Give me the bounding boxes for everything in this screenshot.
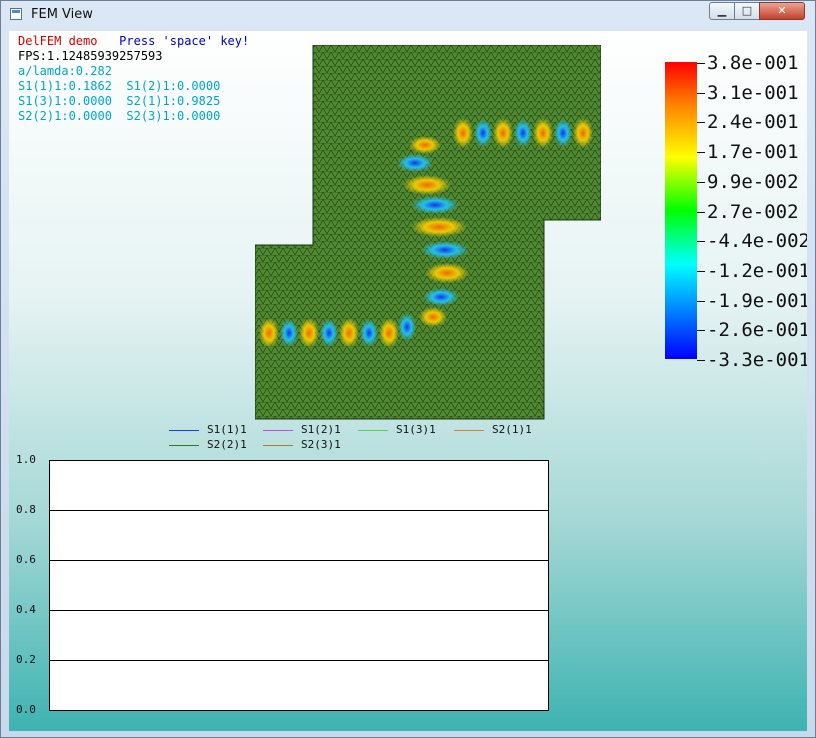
- legend-label: S2(1)1: [492, 423, 532, 436]
- grid-line: [50, 660, 548, 661]
- color-scale-label: 3.8e-001: [697, 53, 799, 73]
- color-scale-label: -4.4e-002: [697, 231, 807, 251]
- legend-label: S1(3)1: [396, 423, 436, 436]
- legend-label: S2(3)1: [301, 438, 341, 451]
- color-scale-label: -2.6e-001: [697, 320, 807, 340]
- legend-swatch: [263, 444, 293, 446]
- legend-swatch: [454, 429, 484, 431]
- legend-label: S1(2)1: [301, 423, 341, 436]
- close-button[interactable]: ✕: [759, 2, 805, 20]
- color-scale-label: 1.7e-001: [697, 142, 799, 162]
- window-app-icon: [10, 8, 22, 20]
- legend-label: S2(2)1: [207, 438, 247, 451]
- legend-entry: S1(1)1: [169, 423, 247, 436]
- legend-entry: S1(2)1: [263, 423, 341, 436]
- title-bar[interactable]: FEM View ▁ □ ✕: [1, 1, 815, 29]
- legend-entry: S1(3)1: [358, 423, 436, 436]
- s-param-line: S2(2)1:0.0000 S2(3)1:0.0000: [18, 109, 221, 123]
- legend-entry: S2(1)1: [454, 423, 532, 436]
- legend-swatch: [169, 444, 199, 446]
- line-plot-area: [49, 460, 549, 711]
- opengl-canvas[interactable]: DelFEM demo Press 'space' key! FPS:1.124…: [9, 31, 807, 731]
- grid-line: [50, 560, 548, 561]
- space-hint: Press 'space' key!: [119, 34, 250, 48]
- grid-line: [50, 610, 548, 611]
- minimize-button[interactable]: ▁: [709, 2, 735, 20]
- color-scale-label: 2.7e-002: [697, 202, 799, 222]
- y-tick-label: 0.6: [16, 553, 36, 566]
- legend-swatch: [358, 429, 388, 431]
- info-line-title: DelFEM demo Press 'space' key!: [18, 34, 249, 49]
- legend-swatch: [263, 429, 293, 431]
- color-scale-label: -3.3e-001: [697, 350, 807, 370]
- color-scale-label: -1.2e-001: [697, 261, 807, 281]
- y-tick-label: 0.8: [16, 503, 36, 516]
- window-title: FEM View: [31, 7, 93, 22]
- y-tick-label: 1.0: [16, 453, 36, 466]
- color-scale-label: 3.1e-001: [697, 83, 799, 103]
- color-scale-bar: [665, 62, 697, 359]
- ratio-readout: a/lamda:0.282: [18, 64, 112, 78]
- color-scale-label: -1.9e-001: [697, 291, 807, 311]
- maximize-button[interactable]: □: [734, 2, 760, 20]
- fps-readout: FPS:1.12485939257593: [18, 49, 163, 63]
- s-param-line: S1(3)1:0.0000 S2(1)1:0.9825: [18, 94, 221, 108]
- legend-entry: S2(3)1: [263, 438, 341, 451]
- legend-entry: S2(2)1: [169, 438, 247, 451]
- color-scale-label: 9.9e-002: [697, 172, 799, 192]
- legend-swatch: [169, 429, 199, 431]
- color-scale-label: 2.4e-001: [697, 112, 799, 132]
- s-param-line: S1(1)1:0.1862 S1(2)1:0.0000: [18, 79, 221, 93]
- legend-label: S1(1)1: [207, 423, 247, 436]
- y-tick-label: 0.2: [16, 653, 36, 666]
- fem-field-mesh: [255, 45, 601, 420]
- demo-title: DelFEM demo: [18, 34, 98, 48]
- y-tick-label: 0.0: [16, 703, 36, 716]
- y-tick-label: 0.4: [16, 603, 36, 616]
- grid-line: [50, 510, 548, 511]
